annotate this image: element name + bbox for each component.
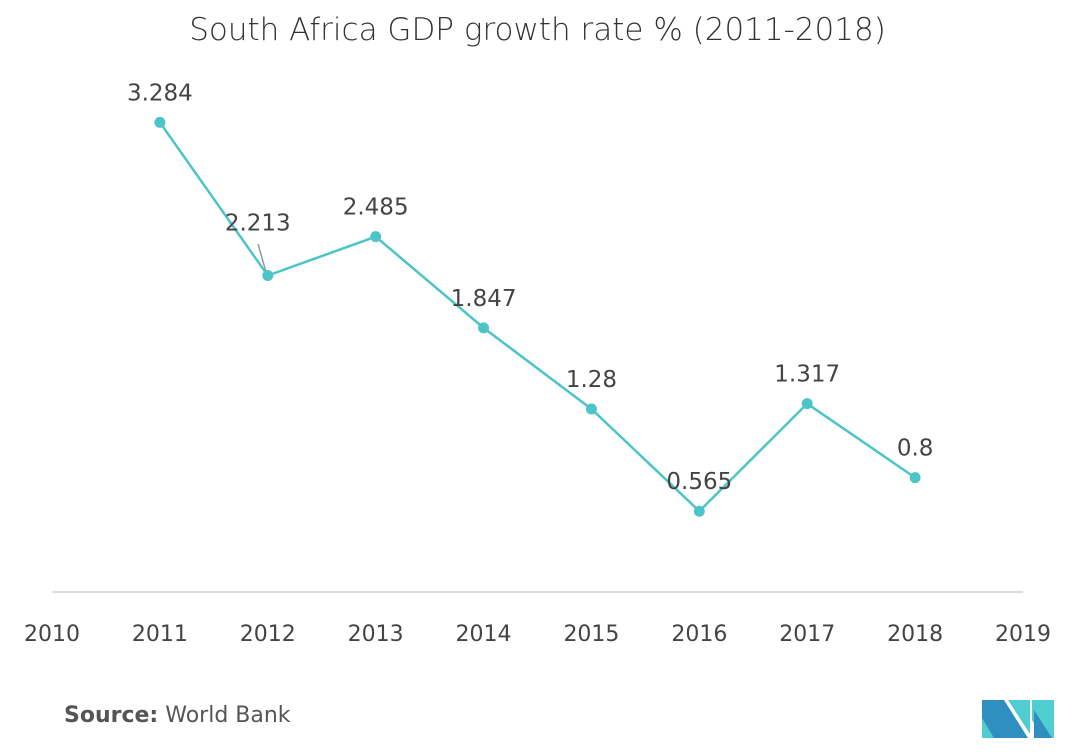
data-point: [478, 322, 490, 334]
data-point: [693, 505, 705, 517]
data-point: [585, 403, 597, 415]
data-point: [370, 231, 382, 243]
data-point: [154, 116, 166, 128]
logo-shape-5: [1034, 710, 1052, 738]
source-text: World Bank: [165, 703, 291, 728]
x-tick-label: 2019: [995, 622, 1051, 647]
data-point: [801, 398, 813, 410]
data-label: 1.317: [774, 362, 840, 388]
logo-shape-2: [982, 718, 994, 738]
data-label: 1.28: [566, 367, 617, 393]
logo-shape-1: [982, 700, 1028, 738]
data-point: [262, 270, 274, 282]
data-label: 0.565: [666, 469, 732, 495]
source-label: Source:: [64, 703, 159, 728]
data-label: 0.8: [897, 436, 934, 462]
x-tick-label: 2017: [779, 622, 835, 647]
label-leader-line: [257, 243, 267, 273]
x-tick-label: 2012: [240, 622, 296, 647]
x-tick-label: 2016: [671, 622, 727, 647]
x-tick-label: 2011: [132, 622, 188, 647]
x-tick-label: 2014: [456, 622, 512, 647]
data-label: 2.213: [225, 211, 291, 237]
series-line: [158, 121, 916, 513]
x-tick-label: 2010: [24, 622, 80, 647]
data-label: 2.485: [343, 195, 409, 221]
logo-shape-3: [1008, 700, 1030, 734]
source-note: Source: World Bank: [64, 703, 291, 728]
logo: [982, 700, 1054, 738]
x-tick-label: 2018: [887, 622, 943, 647]
data-point: [909, 472, 921, 484]
chart-title: South Africa GDP growth rate % (2011-201…: [189, 12, 886, 48]
data-label: 1.847: [451, 286, 517, 312]
data-label: 3.284: [127, 80, 193, 106]
x-tick-label: 2013: [348, 622, 404, 647]
line-chart: 2010 2011 2012 2013 2014 2015 2016 2017 2018 2019…: [24, 80, 1051, 647]
x-tick-label: 2015: [563, 622, 619, 647]
